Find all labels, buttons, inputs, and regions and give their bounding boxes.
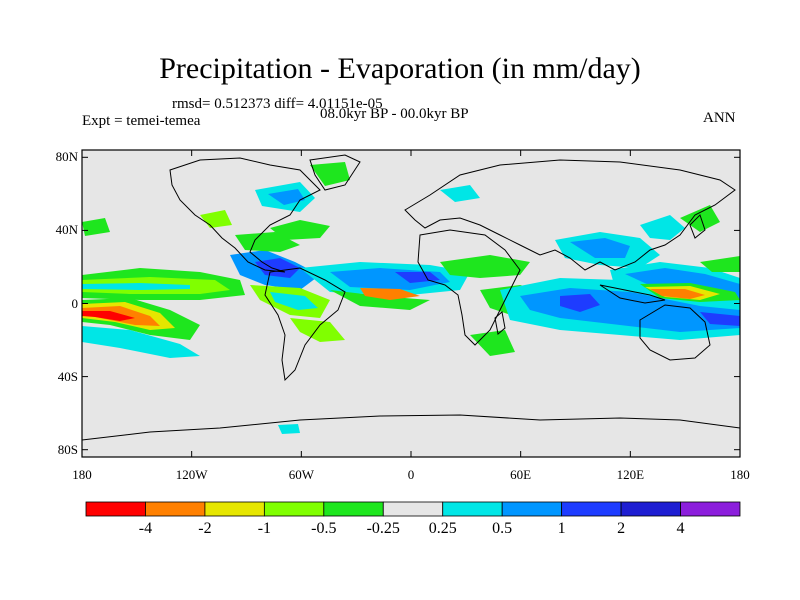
- lon-tick-label: 60E: [510, 467, 532, 482]
- field-china-cyan: [640, 215, 685, 240]
- lat-tick-label: 80S: [57, 441, 78, 457]
- field-epac-darkblue: [255, 258, 300, 278]
- coast-indonesia: [599, 284, 666, 304]
- colorbar-label: -0.25: [366, 520, 400, 537]
- field-greenland-green: [310, 162, 350, 186]
- lon-tick-label: 60W: [288, 467, 314, 482]
- field-south-pacific-cyan: [82, 326, 200, 358]
- colorbar-swatch: [501, 501, 563, 517]
- lon-tick-label: 120W: [175, 467, 208, 482]
- coast-north-america: [169, 157, 321, 273]
- colorbar-label: 0.25: [428, 520, 457, 537]
- coast-madagascar: [494, 311, 506, 335]
- field-npac-green: [82, 218, 110, 236]
- coast-antarctica: [82, 414, 740, 441]
- colorbar-swatch: [442, 501, 503, 517]
- colorbar-label: -2: [198, 520, 212, 537]
- coast-japan: [689, 214, 706, 239]
- lat-tick-label: 0: [71, 295, 79, 311]
- field-pacific-cyan: [82, 283, 190, 290]
- lon-tick-label: 180: [72, 467, 92, 482]
- field-wpac-green-north: [700, 256, 740, 272]
- coastlines: [82, 154, 740, 441]
- stats-text: rmsd= 0.512373 diff= 4.01151e-05: [172, 96, 383, 112]
- colorbar-swatch: [620, 501, 681, 517]
- figure-title: Precipitation - Evaporation (in mm/day): [159, 52, 641, 85]
- colorbar-swatch: [680, 501, 741, 517]
- field-natl-green: [270, 220, 330, 240]
- field-asia-monsoon-blue: [570, 238, 630, 258]
- colorbar-swatch: [323, 501, 384, 517]
- colorbar-swatch: [561, 501, 622, 517]
- field-indian-darkblue: [560, 294, 600, 312]
- colorbar-swatch: [263, 501, 325, 517]
- coast-africa: [417, 229, 521, 346]
- colorbar-label: 0.5: [492, 520, 513, 537]
- lat-tick-label: 40N: [55, 222, 78, 238]
- colorbar-swatch: [382, 501, 444, 517]
- field-sahel-green: [440, 255, 530, 278]
- coast-south-america: [264, 267, 346, 382]
- period-text: 08.0kyr BP - 00.0kyr BP: [320, 106, 469, 122]
- colorbar-label: 2: [617, 520, 626, 537]
- field-south-pacific-red: [82, 311, 135, 321]
- coast-australia: [639, 304, 711, 361]
- field-atlantic-orange: [360, 288, 420, 300]
- colorbar-label: 1: [557, 520, 566, 537]
- colorbar-label: 4: [676, 520, 685, 537]
- field-amazon-cyan: [270, 292, 318, 310]
- field-wpac-orange: [650, 289, 705, 299]
- lat-tick-label: 80N: [55, 149, 78, 165]
- colorbar-label: -1: [257, 520, 272, 537]
- lon-tick-label: 180: [730, 467, 750, 482]
- field-antarctic-cyan: [278, 424, 300, 434]
- colorbar: [85, 501, 741, 517]
- axis-ticks: [81, 150, 741, 457]
- lon-tick-label: 120E: [616, 467, 645, 482]
- field-indian-darkblue-2: [700, 312, 740, 326]
- colorbar-label: -0.5: [311, 520, 337, 537]
- lat-tick-label: 40S: [57, 368, 78, 384]
- colorbar-label: -4: [138, 520, 153, 537]
- colorbar-swatch: [204, 501, 265, 517]
- field-hudson-blue: [268, 189, 305, 205]
- coast-europe-asia: [404, 159, 736, 271]
- experiment-label: Expt = temei-temea: [82, 113, 201, 129]
- field-atlantic-green: [330, 290, 430, 310]
- field-japan-green: [680, 205, 720, 232]
- field-se-africa-green: [470, 330, 515, 356]
- colorbar-swatch: [145, 501, 206, 517]
- coast-greenland: [309, 154, 361, 191]
- anomaly-fields: [82, 162, 740, 434]
- colorbar-swatch: [85, 501, 146, 517]
- lon-tick-label: 0: [407, 467, 415, 482]
- field-eurasia-cyan: [440, 185, 480, 202]
- season-label: ANN: [703, 110, 736, 126]
- field-southamerica-green: [290, 318, 345, 342]
